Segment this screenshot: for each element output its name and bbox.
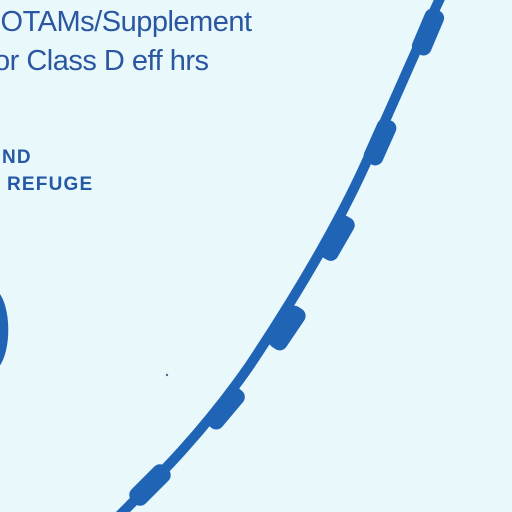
refuge-label-line-1: ND: [2, 147, 32, 168]
boundary-dash: [268, 305, 306, 351]
notam-note-line-1: IOTAMs/Supplement: [0, 6, 252, 38]
boundary-dash-marks: [129, 8, 445, 506]
left-edge-shape: [0, 294, 9, 366]
boundary-dash: [319, 215, 355, 261]
refuge-label-line-2: REFUGE: [7, 174, 94, 195]
boundary-dash: [205, 386, 245, 430]
class-d-boundary-line: [115, 0, 445, 512]
boundary-dash: [129, 464, 171, 506]
map-dot: [165, 373, 169, 377]
boundary-dash: [411, 8, 445, 56]
notam-note-line-2: or Class D eff hrs: [0, 45, 209, 77]
boundary-dash: [363, 118, 397, 166]
